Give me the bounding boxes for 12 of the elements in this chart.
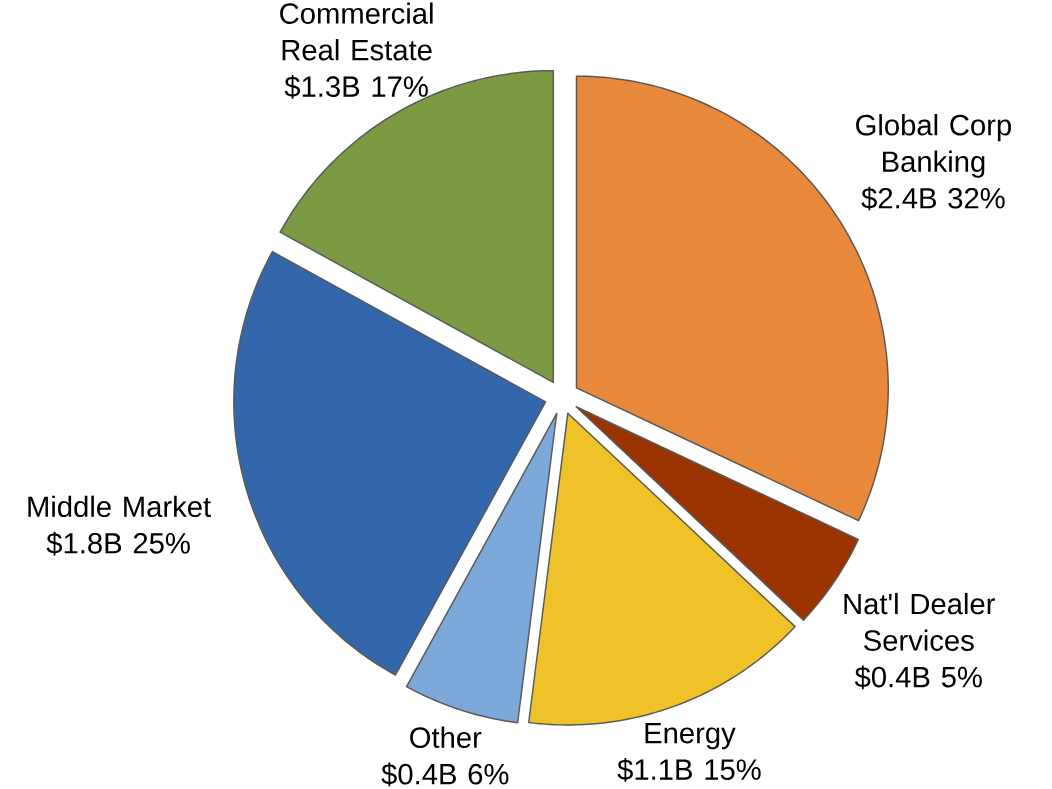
data-label: $0.4B 6% [381, 762, 509, 787]
slice-label: Nat'l Dealer Services [844, 593, 995, 652]
data-label: $1.3B 17% [284, 75, 428, 99]
data-label: $0.4B 5% [854, 665, 982, 690]
slice-label: Energy [645, 723, 736, 750]
data-label: $1.1B 15% [617, 758, 761, 782]
data-label: $1.8B 25% [46, 531, 190, 556]
slice-label: Commercial Real Estate [280, 2, 433, 61]
slice-label: Global Corp Banking [856, 114, 1011, 178]
slice-label: Middle Market [28, 495, 211, 518]
slice-label: Other [410, 726, 482, 749]
data-label: $2.4B 32% [861, 186, 1005, 211]
